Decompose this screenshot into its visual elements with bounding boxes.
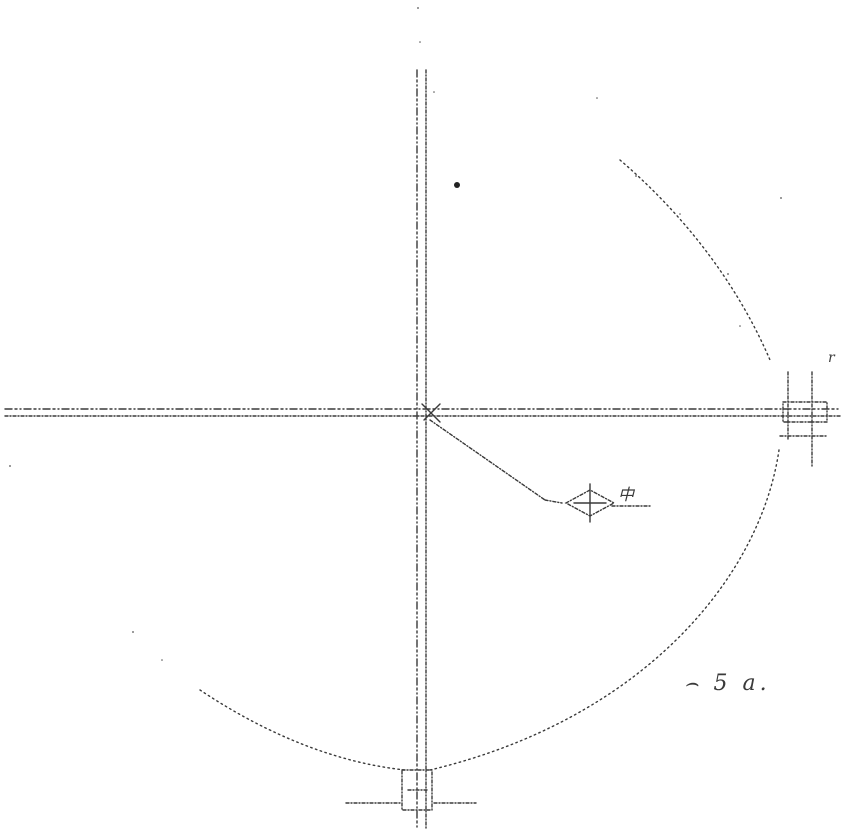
paper-specks — [9, 7, 782, 661]
bottom-axis-bracket — [345, 769, 477, 811]
right-axis-label: r — [828, 350, 836, 366]
center-cross-mark — [421, 403, 441, 423]
vertical-axis — [416, 69, 427, 829]
quarter-arc — [429, 449, 780, 771]
horizontal-axis — [4, 408, 841, 417]
radius-line — [429, 419, 563, 504]
center-node-symbol — [564, 483, 653, 523]
upper-arc — [619, 159, 771, 361]
left-arc — [199, 689, 406, 771]
node-label: 中 — [618, 485, 636, 504]
ink-dot-marker — [454, 182, 460, 188]
right-axis-bracket — [779, 371, 828, 469]
arc-annotation: ⌢ 5 a. — [684, 671, 771, 696]
